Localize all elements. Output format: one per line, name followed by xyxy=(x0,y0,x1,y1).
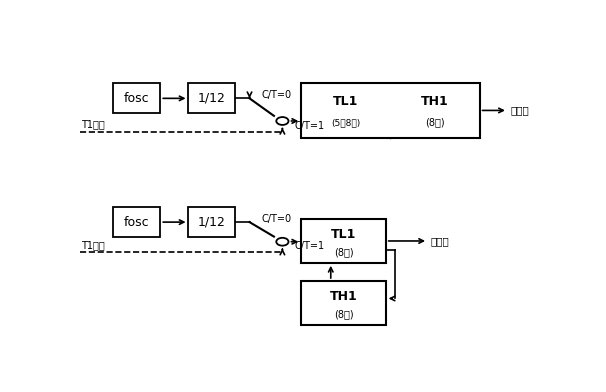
Text: (8位): (8位) xyxy=(334,309,353,319)
Text: 1/12: 1/12 xyxy=(198,92,226,105)
Circle shape xyxy=(276,117,288,125)
Text: (5或8位): (5或8位) xyxy=(331,118,361,127)
Text: fosc: fosc xyxy=(124,92,150,105)
Bar xyxy=(301,219,385,263)
Text: C/T=0: C/T=0 xyxy=(261,214,291,224)
Text: TH1: TH1 xyxy=(330,290,358,303)
Text: C/T=0: C/T=0 xyxy=(261,90,291,100)
Text: C/T=1: C/T=1 xyxy=(294,241,324,251)
Text: 1/12: 1/12 xyxy=(198,216,226,229)
Text: 串行口: 串行口 xyxy=(430,236,449,246)
Text: fosc: fosc xyxy=(124,216,150,229)
Bar xyxy=(188,83,235,113)
Text: TH1: TH1 xyxy=(421,95,449,108)
Text: 串行口: 串行口 xyxy=(510,105,529,115)
Text: T1引脚: T1引脚 xyxy=(81,119,105,129)
Bar xyxy=(188,207,235,237)
Bar xyxy=(113,207,160,237)
Text: C/T=1: C/T=1 xyxy=(294,120,324,131)
Bar xyxy=(301,83,480,138)
Text: (8位): (8位) xyxy=(425,117,445,127)
Text: TL1: TL1 xyxy=(331,228,356,241)
Text: T1引脚: T1引脚 xyxy=(81,240,105,250)
Text: (8位): (8位) xyxy=(334,247,353,257)
Bar xyxy=(113,83,160,113)
Text: TL1: TL1 xyxy=(333,95,359,108)
Bar xyxy=(301,281,385,325)
Circle shape xyxy=(276,238,288,246)
